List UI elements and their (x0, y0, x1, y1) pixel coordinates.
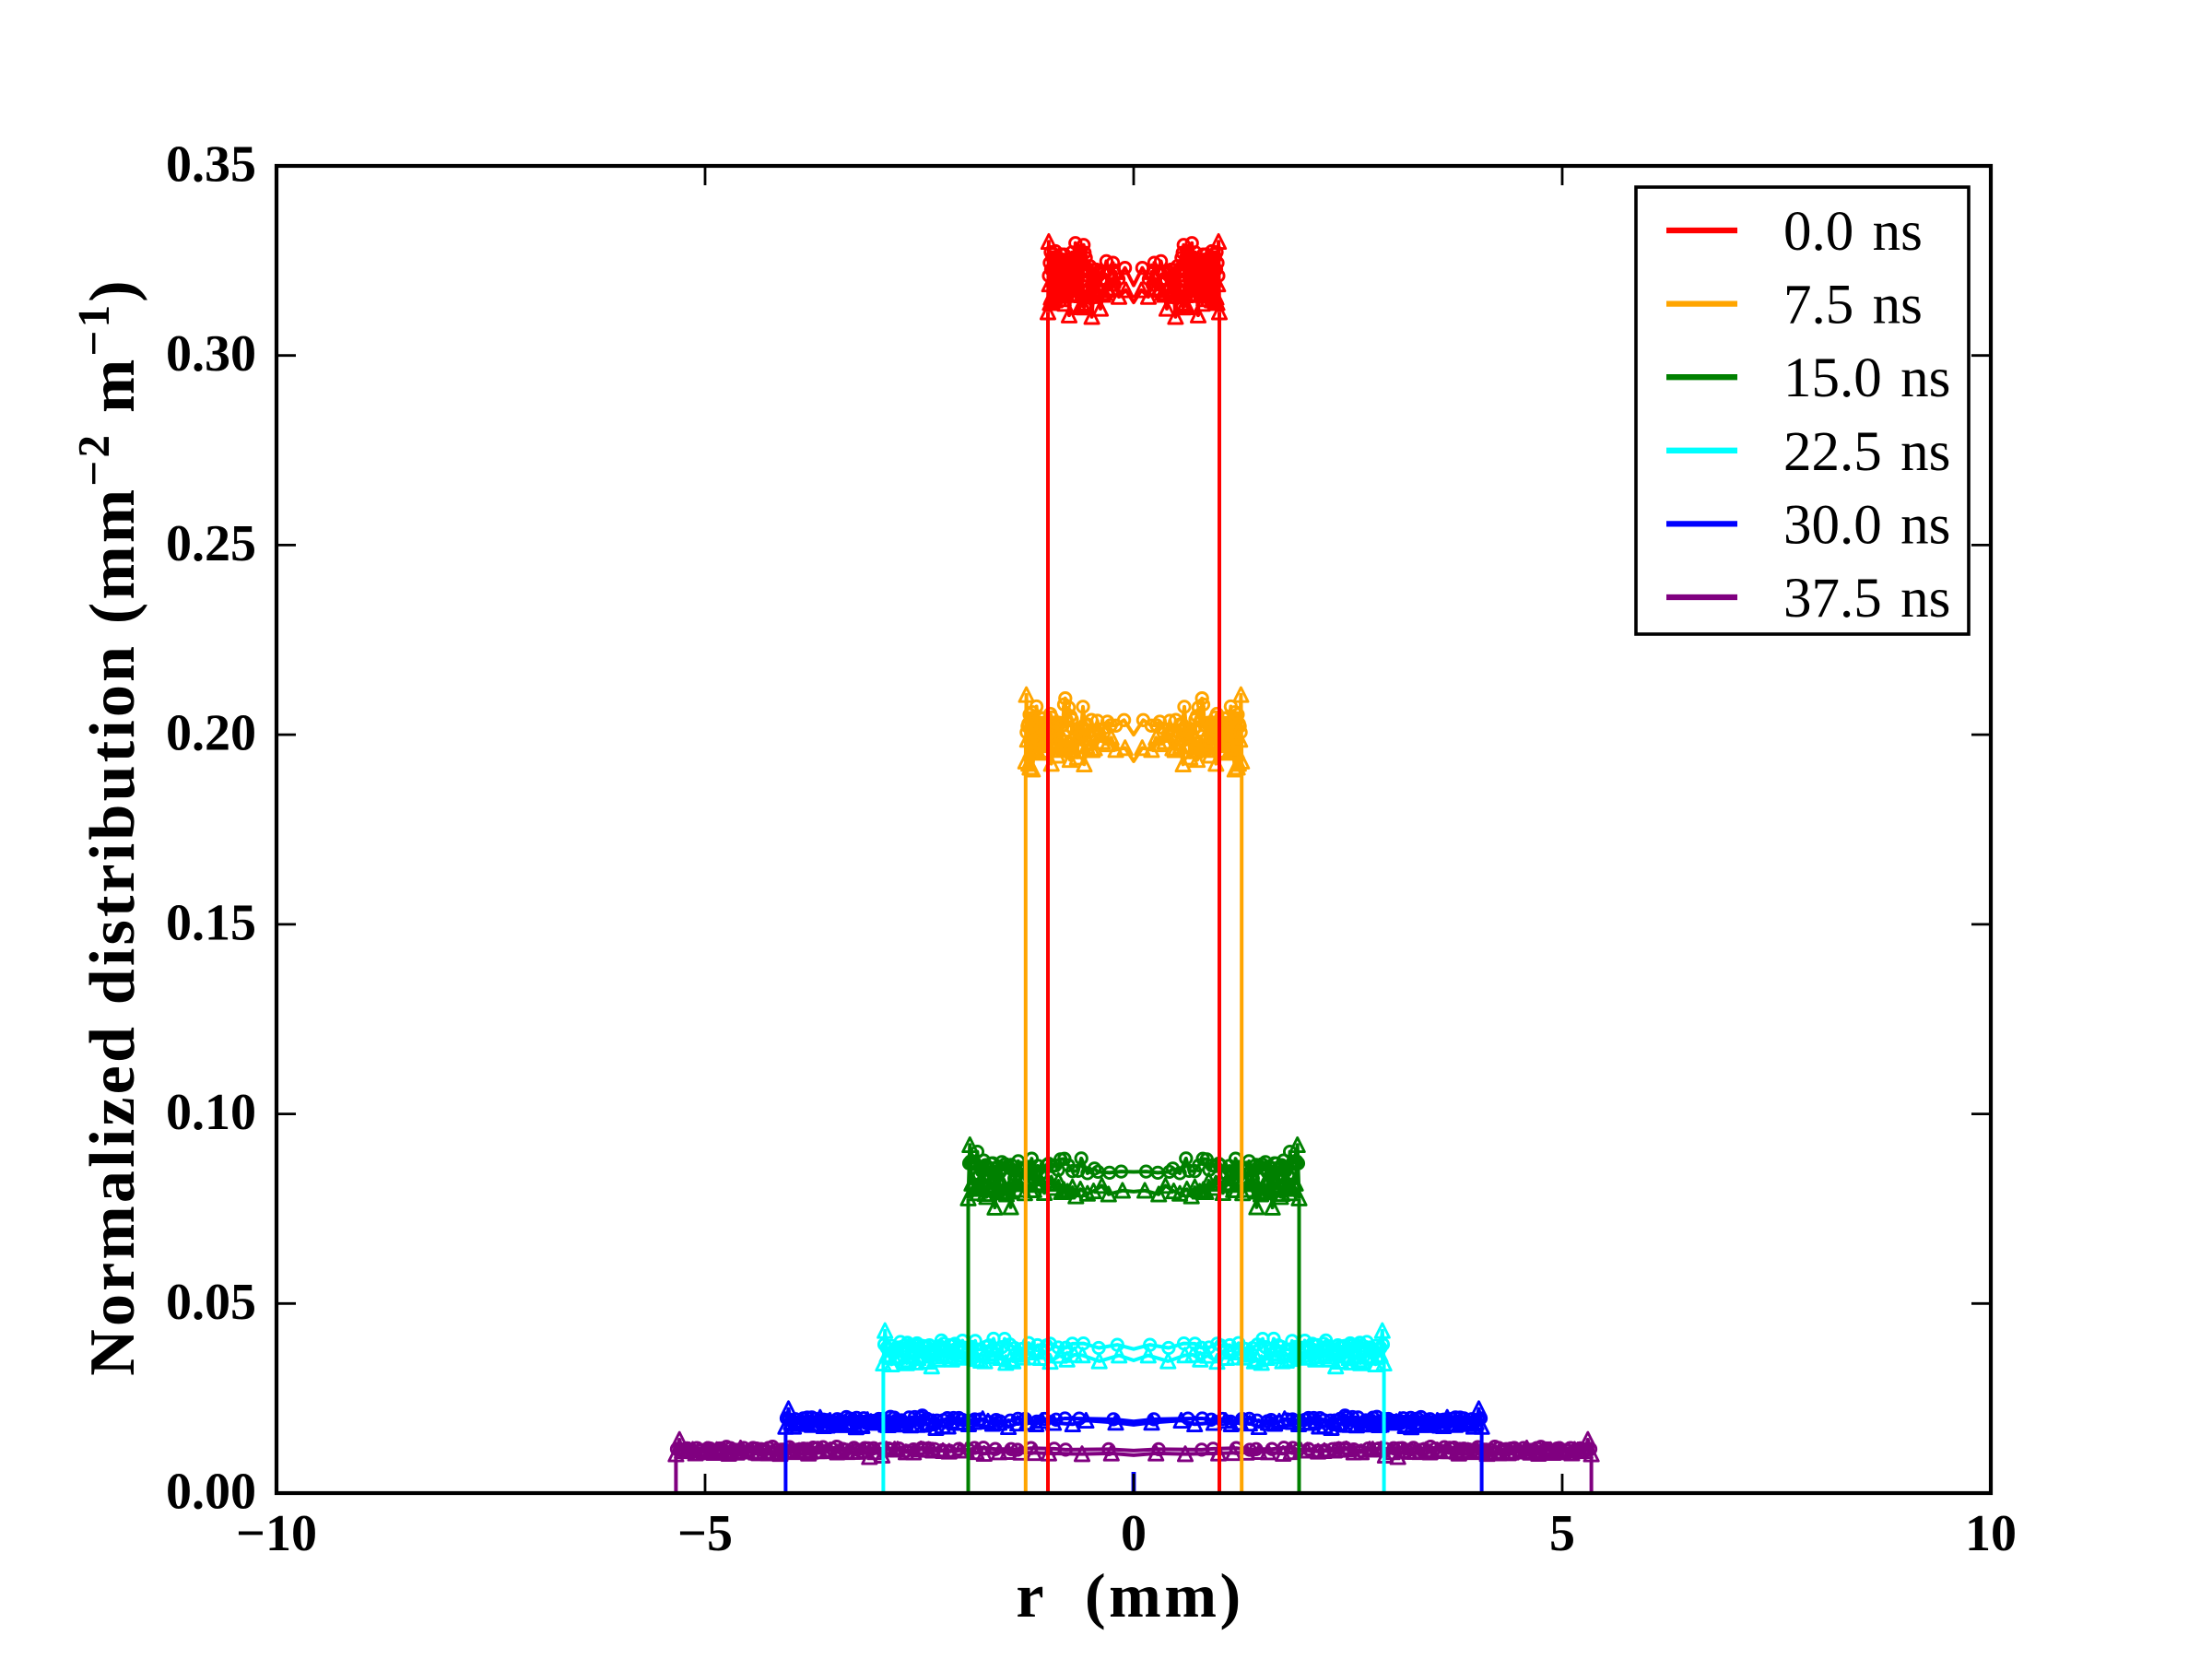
svg-text:0.05: 0.05 (166, 1274, 256, 1331)
svg-text:0.00: 0.00 (166, 1464, 256, 1521)
svg-text:0.0 ns: 0.0 ns (1783, 201, 1923, 263)
svg-text:Normalized distribution (mm−2: Normalized distribution (mm−2 m−1) (68, 277, 148, 1376)
svg-text:10: 10 (1965, 1505, 2017, 1562)
svg-text:0.10: 0.10 (166, 1084, 256, 1141)
svg-text:37.5 ns: 37.5 ns (1783, 568, 1950, 629)
svg-text:0.20: 0.20 (166, 705, 256, 762)
svg-text:−5: −5 (677, 1505, 733, 1562)
svg-text:15.0 ns: 15.0 ns (1783, 347, 1950, 409)
svg-text:5: 5 (1549, 1505, 1575, 1562)
svg-text:0: 0 (1121, 1505, 1147, 1562)
svg-text:22.5 ns: 22.5 ns (1783, 421, 1950, 483)
svg-text:30.0 ns: 30.0 ns (1783, 494, 1950, 556)
svg-text:0.30: 0.30 (166, 325, 256, 382)
svg-text:7.5 ns: 7.5 ns (1783, 275, 1923, 336)
svg-text:0.25: 0.25 (166, 515, 256, 572)
svg-text:0.15: 0.15 (166, 894, 256, 951)
svg-text:0.35: 0.35 (166, 136, 256, 194)
svg-text:r (mm): r (mm) (1016, 1560, 1243, 1630)
svg-text:−10: −10 (236, 1505, 317, 1562)
